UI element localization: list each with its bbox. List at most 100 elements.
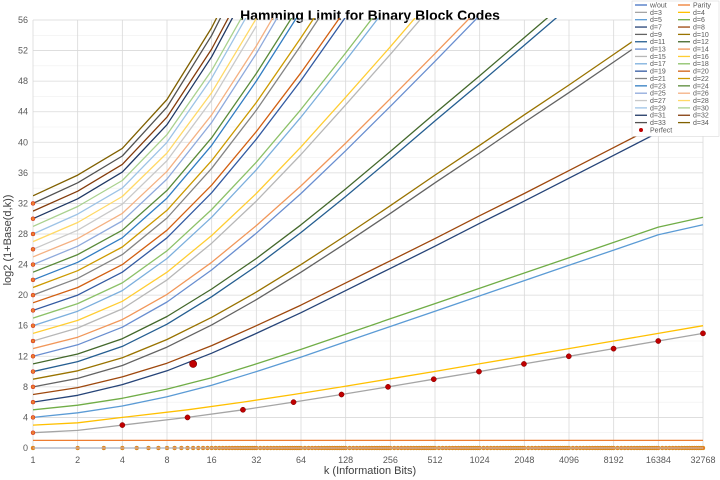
series-line-d-34 [33, 18, 218, 197]
perfect-marker [30, 216, 36, 221]
x-tick-label: 4 [120, 455, 125, 465]
legend-label: d=32 [693, 113, 709, 120]
perfect-marker [184, 414, 191, 421]
series-line-d-17 [33, 18, 380, 327]
x-tick-label: 32768 [690, 455, 715, 465]
perfect-marker [30, 247, 36, 252]
x-axis-title: k (Information Bits) [324, 465, 416, 477]
perfect-marker [30, 231, 36, 237]
perfect-marker [521, 361, 527, 367]
perfect-marker [30, 354, 36, 359]
y-tick-label: 20 [18, 290, 28, 300]
legend-label: d=18 [693, 61, 709, 68]
perfect-marker [30, 399, 36, 405]
perfect-marker [30, 201, 36, 206]
legend-label: d=14 [693, 47, 709, 54]
series-line-d-10 [33, 18, 668, 380]
legend-label: d=22 [693, 76, 709, 83]
chart-title: Hamming Limit for Binary Block Codes [240, 7, 500, 23]
legend: w/out Parity d=3 d=4 d=5 d=6 d=7 d=8 d=9 d=10 d=11… [631, 0, 720, 137]
legend-swatch [639, 127, 643, 132]
perfect-marker [30, 338, 36, 344]
series-line-d-16 [33, 18, 416, 335]
perfect-marker [476, 368, 482, 375]
legend-label: d=28 [693, 98, 709, 105]
perfect-marker [385, 384, 391, 390]
perfect-marker [338, 391, 345, 398]
y-tick-label: 48 [18, 76, 28, 86]
series-line-d-7 [33, 108, 704, 403]
perfect-marker [30, 308, 36, 313]
legend-label: d=4 [693, 10, 705, 17]
series-line-d-18 [33, 18, 374, 319]
series-line-d-22 [33, 18, 315, 289]
series-line-d-30 [33, 18, 243, 227]
legend-label: d=25 [650, 91, 666, 98]
legend-label: d=29 [650, 105, 666, 112]
perfect-marker-highlight [189, 360, 198, 368]
series-line-d-14 [33, 18, 471, 350]
series-line-d-28 [33, 18, 257, 243]
legend-box [631, 0, 720, 137]
y-tick-label: 36 [18, 168, 28, 178]
x-tick-label: 1024 [470, 455, 490, 465]
series-line-d-8 [33, 101, 704, 396]
perfect-marker [430, 376, 437, 383]
series-line-d-31 [33, 18, 234, 220]
legend-label: d=34 [693, 120, 709, 127]
x-tick-label: 1 [30, 455, 35, 465]
series-line-d-26 [33, 18, 274, 258]
legend-label: d=8 [693, 24, 705, 31]
y-tick-label: 0 [23, 443, 28, 453]
legend-label: d=16 [693, 54, 709, 61]
x-tick-label: 8 [164, 455, 169, 465]
perfect-marker [30, 292, 36, 298]
y-tick-label: 16 [18, 321, 28, 331]
x-tick-label: 4096 [559, 455, 579, 465]
legend-label: d=15 [650, 54, 666, 61]
legend-label: d=33 [650, 120, 666, 127]
series-line-d-19 [33, 18, 346, 312]
y-tick-label: 8 [23, 382, 28, 392]
series-line-d-13 [33, 18, 479, 357]
series-line-d-29 [33, 18, 247, 235]
perfect-marker [565, 353, 572, 360]
perfect-marker [290, 399, 297, 405]
y-axis-title: log2 (1+Base(d,k)) [2, 195, 14, 286]
series-line-d-12 [33, 18, 549, 365]
series-line-d-23 [33, 18, 298, 281]
series-line-d-15 [33, 18, 423, 342]
legend-label: d=30 [693, 105, 709, 112]
perfect-marker [655, 338, 662, 344]
legend-label: d=7 [650, 24, 662, 31]
perfect-marker [119, 422, 126, 428]
perfect-marker [700, 330, 706, 337]
x-tick-label: 2048 [514, 455, 534, 465]
legend-label: d=5 [650, 17, 662, 24]
legend-label: Perfect [650, 127, 672, 134]
perfect-marker [30, 430, 36, 435]
series-line-d-21 [33, 18, 320, 296]
legend-label: d=12 [693, 39, 709, 46]
legend-label: d=21 [650, 76, 666, 83]
y-tick-label: 44 [18, 107, 28, 117]
x-tick-label: 128 [338, 455, 353, 465]
legend-label: d=20 [693, 69, 709, 76]
legend-label: d=9 [650, 32, 662, 39]
x-tick-label: 256 [383, 455, 398, 465]
perfect-marker [30, 323, 36, 328]
legend-label: w/out [649, 2, 667, 9]
y-tick-label: 52 [18, 46, 28, 56]
series-line-d-6 [33, 216, 704, 411]
series-line-d-27 [33, 25, 257, 250]
perfect-marker [30, 415, 36, 420]
perfect-marker [30, 384, 36, 390]
series-line-d-20 [33, 18, 341, 304]
legend-label: d=10 [693, 32, 709, 39]
legend-label: d=23 [650, 83, 666, 90]
series-line-d-24 [33, 18, 293, 273]
series-line-d-25 [33, 18, 278, 266]
y-tick-label: 28 [18, 229, 28, 239]
y-tick-label: 32 [18, 198, 28, 208]
